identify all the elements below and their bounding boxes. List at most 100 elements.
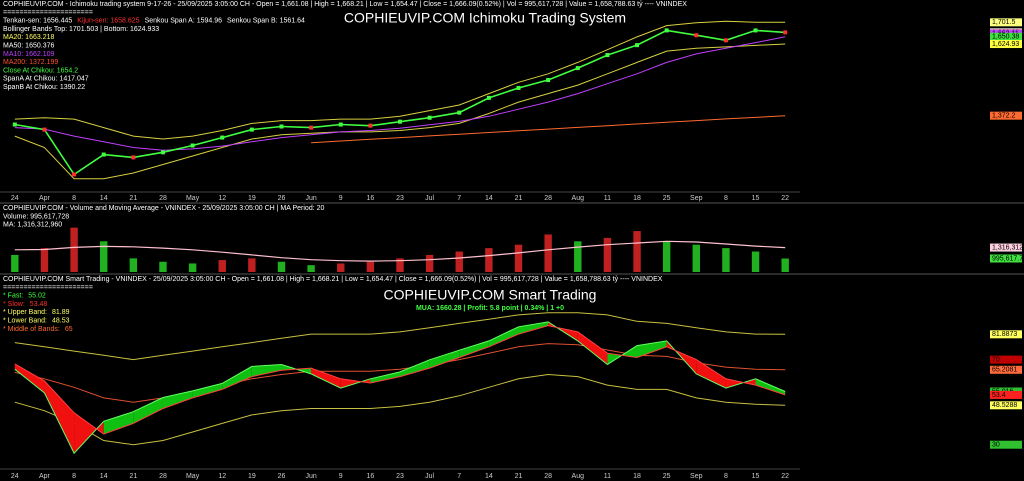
header-line: COPHIEUVIP.COM - Volume and Moving Avera… (3, 205, 324, 212)
cloud-segment (14, 363, 45, 393)
x-tick-label: May (186, 195, 200, 202)
header-line: MA20: 1663.218 (3, 34, 54, 41)
header-item: ====================== (3, 9, 93, 16)
x-tick-label: 14 (485, 195, 493, 202)
header-item: MA20: 1663.218 (3, 34, 54, 41)
slow-line (14, 325, 786, 435)
price-line (14, 43, 786, 180)
x-tick-label: 12 (218, 473, 226, 480)
x-tick-label: 14 (485, 473, 493, 480)
volume-bar (781, 258, 789, 272)
header-item: Tenkan-sen: 1656.445 (3, 17, 72, 24)
volume-bar (722, 248, 730, 272)
header-item: Volume: 995,617,728 (3, 213, 69, 220)
band-line (14, 373, 786, 446)
x-tick-label: 8 (724, 473, 728, 480)
candle (368, 123, 373, 128)
cloud-segment (400, 359, 430, 377)
header-item: * Upper Band: (3, 309, 47, 316)
price-tag (990, 440, 1022, 449)
volume-bar (188, 263, 197, 272)
price-tag (990, 32, 1022, 41)
x-tick-label: 8 (72, 195, 76, 202)
candle (279, 124, 284, 129)
cloud-segment (459, 340, 489, 358)
cloud-segment (133, 397, 163, 424)
candle (101, 152, 106, 157)
header-line: SpanA At Chikou: 1417.047 (3, 76, 89, 83)
volume-bar (485, 248, 493, 272)
x-tick-label: 19 (248, 473, 256, 480)
header-item: SpanB At Chikou: 1390.22 (3, 84, 85, 91)
x-tick-label: 15 (752, 473, 760, 480)
x-tick-label: 24 (11, 195, 19, 202)
price-tag-label: 70 (992, 356, 1000, 363)
candle (131, 155, 136, 160)
candle (309, 125, 314, 130)
volume-bar (751, 251, 760, 272)
x-tick-label: Apr (39, 195, 51, 202)
cloud-segment (222, 366, 252, 390)
cloud-segment (637, 340, 667, 358)
price-tag-label: 53.4 (992, 392, 1006, 399)
volume-bar (70, 227, 78, 272)
price-tag (990, 401, 1022, 410)
volume-bar (633, 231, 641, 272)
x-tick-label: Jul (425, 195, 434, 202)
candle (427, 115, 432, 120)
x-tick-label: Aug (572, 195, 585, 202)
header-item: MA200: 1372.199 (3, 59, 58, 66)
x-tick-label: May (186, 473, 200, 480)
header-line: MA10: 1662.109 (3, 51, 54, 58)
header-line: * Middle of Bands: 65 (3, 326, 73, 333)
x-tick-label: 7 (457, 195, 461, 202)
header-line: COPHIEUVIP.COM Smart Trading - VNINDEX -… (3, 276, 663, 283)
volume-bar (100, 241, 108, 272)
x-tick-label: 14 (100, 195, 108, 202)
cloud-segment (162, 390, 193, 409)
x-tick-label: Jul (425, 473, 434, 480)
x-tick-label: 26 (278, 473, 286, 480)
candle (546, 78, 551, 83)
volume-bar (277, 261, 286, 272)
header-line: * Fast: 55.02 (3, 292, 46, 299)
candle (398, 119, 402, 124)
price-line (311, 115, 786, 144)
header-line: * Slow: 53.48 (3, 301, 47, 308)
header-line: * Upper Band: 81.89 (3, 309, 70, 316)
price-tag (990, 111, 1022, 120)
candle (190, 143, 195, 148)
price-tag-label: 1,650.38 (992, 34, 1019, 41)
ma-line (14, 240, 786, 262)
x-tick-label: Aug (572, 473, 585, 480)
cloud-segment (251, 364, 282, 377)
band-line (14, 312, 786, 361)
chart-title: COPHIEUVIP.COM Smart Trading (384, 287, 597, 303)
x-tick-label: 16 (366, 473, 374, 480)
header-line: MA50: 1650.376 (3, 42, 54, 49)
x-tick-label: 25 (663, 195, 671, 202)
x-tick-label: 21 (515, 473, 523, 480)
header-item: Senkou Span B: 1561.64 (227, 17, 305, 24)
x-tick-label: Apr (39, 473, 51, 480)
volume-bar (40, 248, 49, 272)
x-tick-label: 8 (724, 195, 728, 202)
header-item: SpanA At Chikou: 1417.047 (3, 76, 89, 83)
price-tag (990, 355, 1022, 364)
header-item: * Lower Band: (3, 317, 47, 324)
volume-bar (396, 258, 404, 272)
price-tag-label: 1,624.93 (992, 41, 1019, 48)
signal-text: MUA: 1660.28 | Profit: 5.8 point | 0.34%… (416, 305, 564, 312)
price-tag (990, 18, 1022, 27)
x-tick-label: 28 (159, 195, 167, 202)
price-tag-label: 30 (992, 442, 1000, 449)
header-item: ====================== (3, 284, 93, 291)
candle (605, 53, 610, 58)
x-tick-label: 28 (544, 473, 552, 480)
header-item: 81.89 (52, 309, 70, 316)
header-item: MA50: 1650.376 (3, 42, 54, 49)
x-tick-label: 14 (100, 473, 108, 480)
candle (457, 110, 462, 115)
candle (338, 122, 343, 127)
